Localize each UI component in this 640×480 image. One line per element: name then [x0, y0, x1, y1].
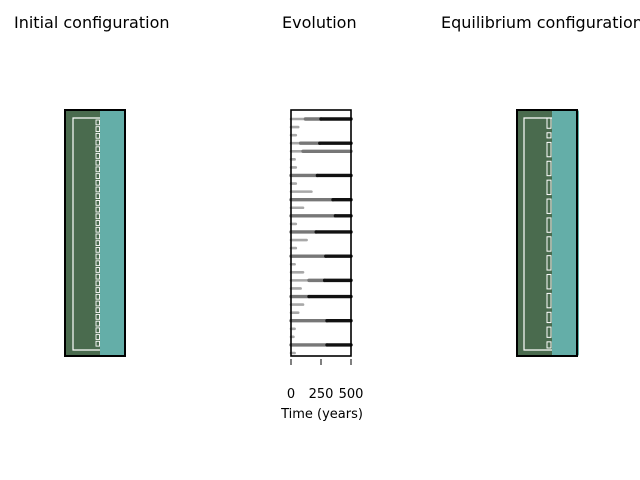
evolution-lines [289, 117, 353, 355]
initial-divider-segment [95, 193, 100, 200]
equilibrium-divider-segment [546, 292, 552, 309]
initial-divider-segment [95, 267, 100, 273]
equilibrium-divider-segments [546, 117, 552, 349]
evolution-panel: 0 250 500 Time (years) [280, 109, 364, 422]
evolution-x-axis-label: Time (years) [280, 407, 363, 422]
initial-divider-segment [95, 132, 100, 139]
equilibrium-divider-segment [546, 341, 552, 349]
initial-divider-segment [95, 293, 100, 300]
initial-green-region [65, 110, 100, 356]
initial-divider-segment [95, 240, 100, 246]
equilibrium-frame [516, 109, 578, 357]
initial-divider-segment [95, 186, 100, 193]
equilibrium-divider-segment [546, 274, 552, 290]
initial-divider-segment [95, 226, 100, 233]
initial-divider-segment [95, 300, 100, 307]
initial-divider-segment [95, 126, 100, 132]
evolution-frame [290, 109, 352, 357]
evolution-x-ticks: 0 250 500 [287, 359, 364, 402]
initial-divider-segment [95, 340, 100, 347]
initial-divider-segment [95, 139, 100, 146]
initial-divider-segment [95, 273, 100, 280]
initial-divider-segment [95, 200, 100, 206]
initial-frame [64, 109, 126, 357]
equilibrium-divider-segment [546, 255, 552, 271]
initial-divider-segment [95, 246, 100, 253]
initial-divider-segment [95, 260, 100, 267]
initial-divider-segment [95, 173, 100, 179]
initial-divider-segment [95, 280, 100, 287]
evolution-x-tick-label: 0 [287, 387, 295, 402]
initial-divider-segments [95, 119, 100, 347]
equilibrium-divider-segment [546, 132, 552, 139]
initial-divider-segment [95, 213, 100, 220]
initial-divider-segment [95, 327, 100, 334]
initial-divider-segment [95, 146, 100, 153]
initial-teal-region [100, 110, 125, 356]
equilibrium-green-region [517, 110, 552, 356]
equilibrium-divider-segment [546, 141, 552, 158]
initial-divider-segment [95, 307, 100, 314]
equilibrium-divider-segment [546, 160, 552, 177]
equilibrium-white-outline [523, 117, 552, 351]
initial-divider-segment [95, 220, 100, 226]
equilibrium-divider-segment [546, 236, 552, 252]
evolution-x-tick-label: 500 [339, 387, 364, 402]
initial-divider-segment [95, 233, 100, 240]
initial-divider-segment [95, 253, 100, 260]
initial-divider-segment [95, 287, 100, 293]
equilibrium-divider-segment [546, 198, 552, 214]
initial-divider-segment [95, 153, 100, 159]
initial-panel [64, 109, 126, 357]
equilibrium-title: Equilibrium configuration [441, 13, 640, 32]
initial-divider-segment [95, 166, 100, 173]
initial-divider-segment [95, 119, 100, 126]
initial-divider-segment [95, 320, 100, 327]
initial-divider-segment [95, 179, 100, 186]
evolution-x-tick-label: 250 [309, 387, 334, 402]
initial-title: Initial configuration [14, 13, 170, 32]
evolution-title: Evolution [282, 13, 357, 32]
equilibrium-teal-region [552, 110, 579, 356]
equilibrium-divider-segment [546, 217, 552, 233]
equilibrium-divider-segment [546, 311, 552, 324]
equilibrium-panel [516, 109, 579, 357]
initial-divider-segment [95, 314, 100, 320]
equilibrium-divider-segment [546, 179, 552, 196]
initial-divider-segment [95, 334, 100, 340]
initial-divider-segment [95, 206, 100, 213]
initial-divider-segment [95, 159, 100, 166]
initial-white-outline [72, 117, 100, 351]
equilibrium-divider-segment [546, 117, 552, 129]
equilibrium-divider-segment [546, 326, 552, 338]
